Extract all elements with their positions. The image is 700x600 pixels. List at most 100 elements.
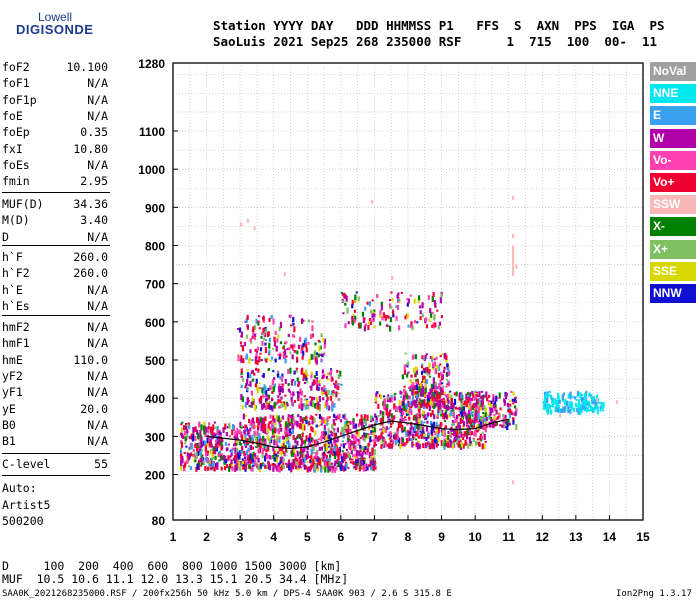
echo-point [201, 463, 204, 466]
echo-point [249, 349, 252, 354]
echo-point [442, 441, 445, 447]
echo-point [449, 432, 452, 438]
echo-point [319, 345, 322, 350]
echo-point [364, 446, 367, 451]
echo-point [287, 383, 290, 387]
echo-point [250, 460, 253, 463]
echo-point [449, 439, 452, 442]
echo-point [179, 447, 183, 450]
echo-point [386, 396, 390, 400]
echo-point [569, 393, 572, 400]
echo-point [416, 431, 419, 435]
echo-point [271, 463, 274, 467]
echo-point [300, 348, 303, 354]
echo-point [255, 416, 259, 423]
echo-point [415, 424, 419, 429]
y-tick-label: 200 [145, 469, 165, 483]
echo-point [343, 292, 346, 298]
echo-point [430, 395, 433, 399]
echo-point [475, 394, 478, 397]
x-tick-label: 6 [338, 530, 345, 544]
echo-point [267, 331, 270, 337]
echo-point [410, 384, 413, 388]
echo-point [403, 369, 407, 375]
echo-point [315, 424, 318, 428]
echo-point [390, 419, 393, 426]
echo-point [473, 432, 476, 437]
y-tick-label: 80 [152, 514, 166, 528]
echo-point [318, 383, 321, 387]
echo-point [292, 434, 295, 440]
echo-point [211, 464, 214, 469]
echo-point [309, 385, 312, 388]
echo-point [276, 444, 279, 448]
echo-point [410, 321, 413, 327]
echo-point [555, 408, 559, 413]
echo-point [296, 377, 299, 382]
echo-point [320, 333, 323, 338]
echo-point [301, 433, 304, 438]
echo-point [279, 418, 283, 421]
echo-point [568, 400, 571, 404]
echo-point [244, 433, 247, 440]
echo-point [435, 442, 438, 448]
echo-point [400, 410, 403, 413]
echo-point [326, 439, 329, 444]
echo-point [395, 305, 398, 309]
echo-point [292, 391, 295, 397]
echo-point [317, 401, 320, 406]
echo-point [275, 345, 278, 352]
echo-point [305, 435, 308, 442]
echo-point [415, 368, 418, 375]
echo-point [258, 398, 261, 403]
echo-point [373, 313, 376, 318]
echo-point [251, 369, 254, 374]
echo-point [255, 437, 258, 442]
echo-point [449, 390, 452, 393]
echo-point [423, 421, 426, 424]
echo-point [321, 354, 324, 358]
echo-point [258, 382, 261, 385]
echo-point [318, 379, 321, 384]
echo-point [453, 431, 456, 437]
echo-point [405, 403, 408, 410]
param-value: N/A [87, 157, 108, 172]
echo-point [453, 439, 456, 443]
echo-point [478, 401, 481, 408]
echo-point [225, 432, 228, 437]
echo-point [321, 431, 324, 438]
echo-point [336, 459, 339, 465]
y-tick-label: 1000 [138, 163, 165, 177]
echo-point [427, 431, 430, 434]
echo-point [262, 428, 266, 432]
x-tick-label: 1 [170, 530, 177, 544]
echo-point [258, 387, 262, 390]
echo-point [266, 427, 270, 434]
echo-point [466, 434, 469, 440]
echo-point [381, 431, 384, 435]
echo-point [434, 384, 437, 391]
param-value: N/A [87, 417, 108, 432]
echo-point [494, 423, 497, 427]
echo-point [589, 405, 593, 412]
echo-point [584, 401, 587, 408]
echo-point [317, 339, 320, 342]
echo-point [460, 392, 463, 399]
echo-point [240, 355, 243, 361]
echo-point [217, 435, 220, 442]
echo-point [216, 429, 219, 436]
echo-point [241, 434, 244, 441]
echo-point [544, 394, 547, 400]
echo-point [199, 457, 202, 463]
echo-point [334, 432, 337, 437]
echo-point [546, 395, 549, 402]
echo-point [432, 443, 436, 450]
echo-point [237, 354, 240, 357]
echo-point [483, 395, 486, 398]
echo-point [370, 430, 373, 435]
echo-point [371, 428, 375, 431]
echo-point [297, 465, 300, 469]
echo-point [389, 437, 392, 440]
echo-point [264, 339, 268, 342]
echo-point [446, 395, 449, 402]
